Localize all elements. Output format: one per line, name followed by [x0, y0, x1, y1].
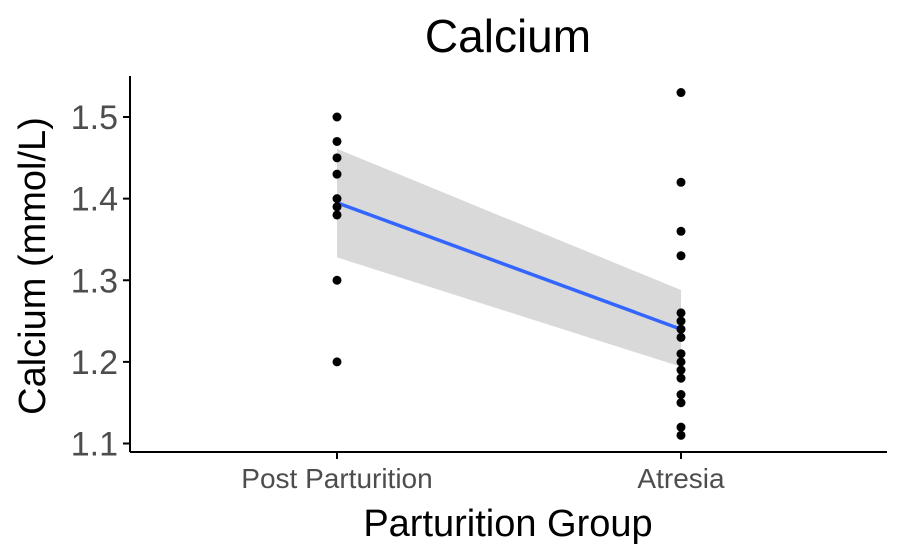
data-point-1	[332, 136, 342, 146]
plot-area	[332, 88, 686, 440]
data-point-2	[332, 153, 342, 163]
data-point-14	[676, 316, 686, 326]
data-point-8	[332, 357, 342, 367]
data-point-15	[676, 324, 686, 334]
data-point-20	[676, 373, 686, 383]
data-point-7	[332, 275, 342, 285]
data-point-12	[676, 251, 686, 261]
y-tick-label-3: 1.4	[71, 181, 118, 219]
y-tick-label-2: 1.3	[71, 262, 118, 300]
y-axis-label: Calcium (mmol/L)	[12, 117, 54, 415]
confidence-band	[337, 148, 681, 367]
x-tick-label-1: Atresia	[637, 463, 725, 494]
data-point-10	[676, 177, 686, 187]
data-point-9	[676, 88, 686, 98]
data-point-19	[676, 365, 686, 375]
data-point-13	[676, 308, 686, 318]
y-tick-label-1: 1.2	[71, 344, 118, 382]
data-point-6	[332, 210, 342, 220]
data-point-16	[676, 332, 686, 342]
trend-line	[336, 201, 682, 331]
chart-title: Calcium	[425, 10, 591, 62]
y-tick-label-4: 1.5	[71, 99, 118, 137]
data-point-22	[676, 398, 686, 408]
x-tick-label-0: Post Parturition	[241, 463, 432, 494]
data-point-3	[332, 169, 342, 179]
data-point-5	[332, 202, 342, 212]
y-tick-label-0: 1.1	[71, 426, 118, 464]
data-point-23	[676, 422, 686, 432]
data-point-18	[676, 357, 686, 367]
data-point-11	[676, 226, 686, 236]
data-point-4	[332, 194, 342, 204]
data-point-0	[332, 112, 342, 122]
axes: 1.1 1.2 1.3 1.4 1.5 Post Parturition Atresia	[71, 76, 887, 494]
data-point-24	[676, 430, 686, 440]
data-point-21	[676, 390, 686, 400]
x-axis-label: Parturition Group	[363, 503, 652, 545]
data-point-17	[676, 349, 686, 359]
